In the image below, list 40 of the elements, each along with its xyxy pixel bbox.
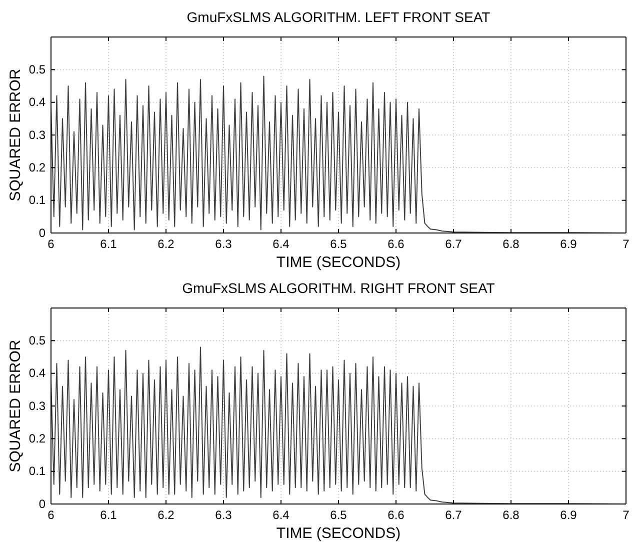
y-tick-label: 0.5	[28, 334, 46, 348]
x-tick-label: 6.4	[272, 508, 290, 522]
y-tick-label: 0.1	[28, 464, 46, 478]
x-tick-label: 7	[622, 508, 630, 522]
y-tick-label: 0.2	[28, 432, 46, 446]
y-tick-label: 0.4	[28, 95, 46, 110]
x-tick-label: 6.8	[502, 508, 520, 522]
x-tick-label: 6	[48, 237, 55, 251]
x-tick-label: 6	[48, 508, 55, 522]
x-tick-label: 6.2	[158, 508, 175, 522]
y-tick-label: 0.3	[28, 128, 46, 142]
x-tick-label: 6.3	[215, 237, 232, 251]
y-tick-label: 0.1	[28, 193, 46, 208]
x-tick-label: 6.3	[215, 508, 232, 522]
x-axis-title: TIME (SECONDS)	[276, 254, 401, 271]
y-axis-title: SQUARED ERROR	[7, 340, 24, 472]
x-tick-label: 6.4	[272, 237, 290, 251]
x-tick-label: 6.6	[388, 237, 405, 251]
x-axis-title: TIME (SECONDS)	[276, 525, 401, 542]
y-tick-label: 0.3	[28, 398, 46, 413]
x-tick-label: 7	[622, 237, 630, 251]
x-tick-label: 6.9	[560, 237, 578, 251]
x-tick-label: 6.7	[445, 237, 462, 251]
x-tick-label: 6.7	[445, 508, 462, 522]
x-tick-label: 6.8	[502, 237, 520, 251]
chart-title: GmuFxSLMS ALGORITHM. LEFT FRONT SEAT	[186, 9, 491, 25]
y-tick-label: 0.2	[28, 160, 46, 175]
y-tick-label: 0	[38, 496, 46, 511]
y-tick-label: 0	[38, 226, 46, 240]
x-tick-label: 6.1	[100, 508, 118, 522]
x-tick-label: 6.1	[100, 237, 118, 251]
chart-title: GmuFxSLMS ALGORITHM. RIGHT FRONT SEAT	[182, 280, 496, 296]
x-tick-label: 6.9	[560, 508, 578, 522]
x-tick-label: 6.2	[158, 237, 175, 251]
x-tick-label: 6.5	[330, 508, 348, 522]
y-tick-label: 0.5	[28, 62, 46, 77]
x-tick-label: 6.5	[330, 237, 348, 251]
y-tick-label: 0.4	[28, 366, 46, 380]
y-axis-title: SQUARED ERROR	[7, 68, 24, 202]
x-tick-label: 6.6	[388, 508, 405, 522]
